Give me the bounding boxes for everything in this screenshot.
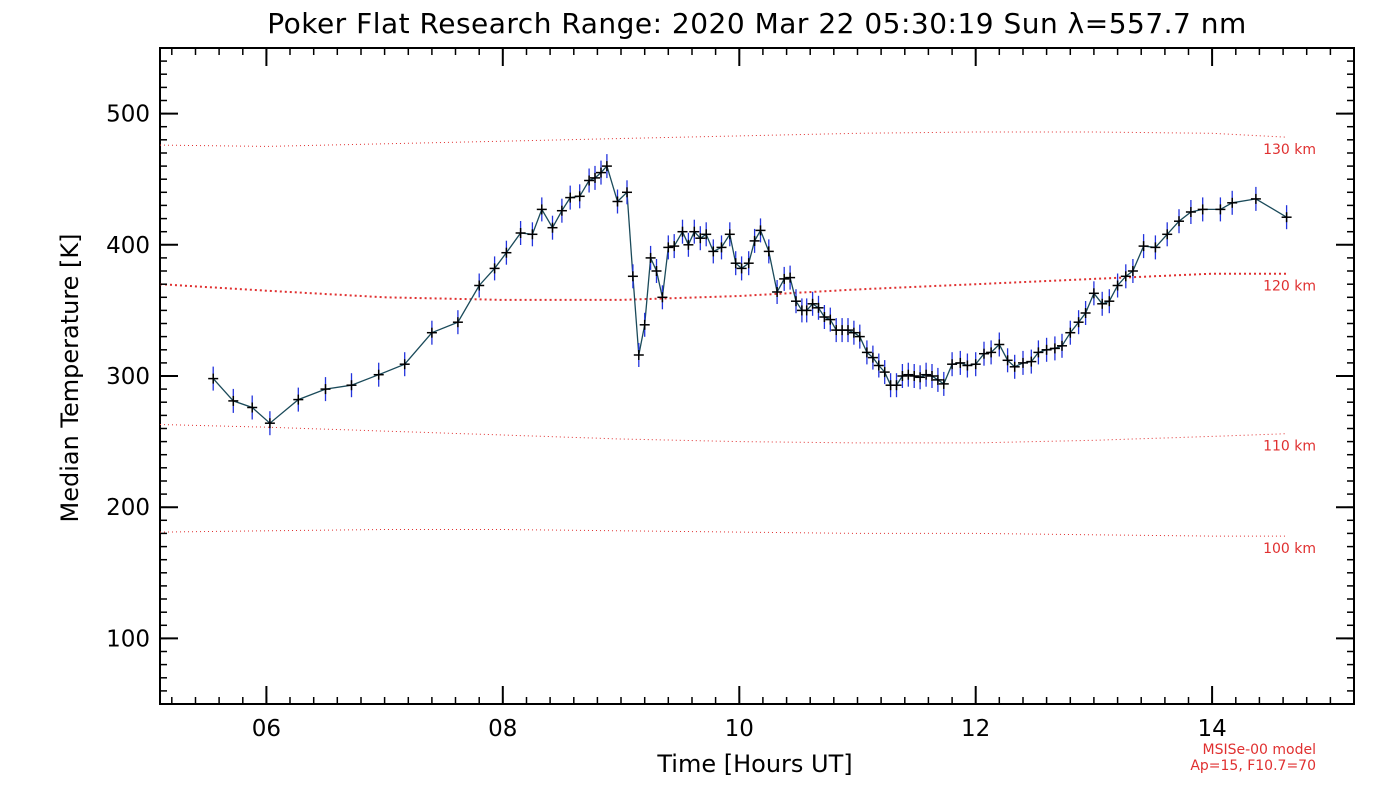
x-tick-label: 14: [1197, 716, 1226, 742]
reference-line-130km: [159, 131, 1287, 147]
y-tick-label: 500: [106, 102, 150, 128]
plot-frame: [159, 47, 1355, 705]
x-tick-label: 08: [488, 716, 517, 742]
reference-line-110km: [159, 424, 1287, 444]
y-tick-label: 300: [106, 364, 150, 390]
model-annotation: MSISe-00 model: [1202, 742, 1316, 758]
reference-line-label: 130 km: [1263, 142, 1316, 158]
series-layer: [208, 154, 1292, 436]
reference-line-100km: [159, 529, 1287, 537]
x-tick-label: 12: [961, 716, 990, 742]
reference-layer: 130 km 120 km 110 km 100 km: [159, 131, 1316, 557]
reference-line-label: 110 km: [1263, 439, 1316, 455]
x-tick-label: 10: [725, 716, 754, 742]
x-axis-label: Time [Hours UT]: [656, 750, 852, 778]
y-tick-label: 400: [106, 233, 150, 259]
reference-line-120km: [159, 272, 1287, 301]
axis-layer: 06 08 10 12 14 100 200 300 400 500: [106, 47, 1355, 742]
x-tick-label: 06: [252, 716, 281, 742]
y-tick-label: 100: [106, 626, 150, 652]
model-parameters-annotation: Ap=15, F10.7=70: [1190, 758, 1316, 774]
y-axis-label: Median Temperature [K]: [56, 233, 84, 522]
chart-title: Poker Flat Research Range: 2020 Mar 22 0…: [267, 7, 1247, 40]
temperature-line: [212, 164, 1287, 425]
y-tick-label: 200: [106, 495, 150, 521]
reference-line-label: 120 km: [1263, 279, 1316, 295]
reference-line-label: 100 km: [1263, 541, 1316, 557]
